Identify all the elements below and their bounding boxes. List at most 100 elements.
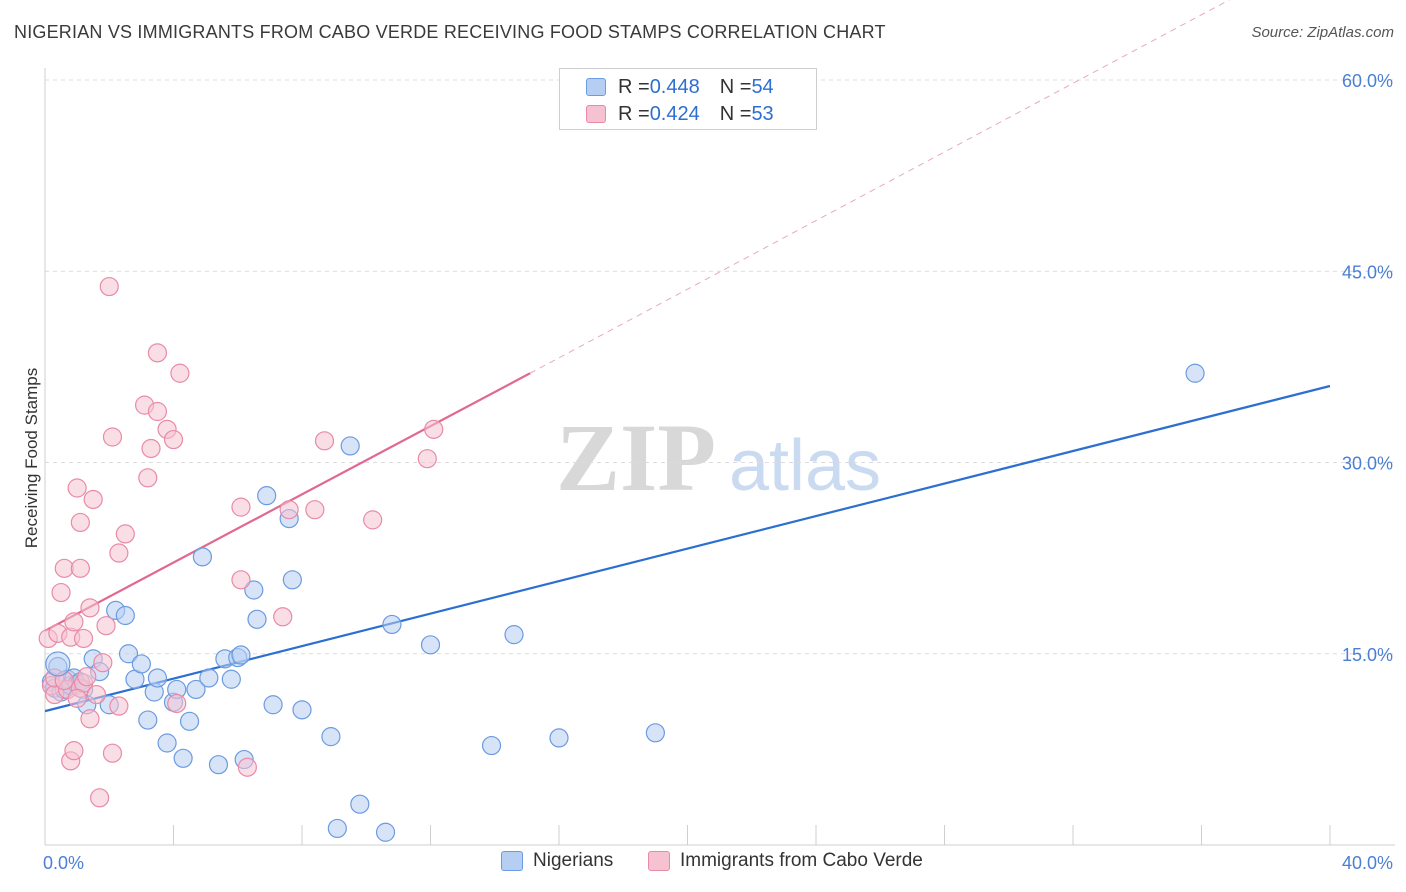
watermark-zip: ZIP [556,404,716,511]
point-series-1 [279,500,299,520]
y-tick-labels: 15.0% 30.0% 45.0% 60.0% [1342,71,1393,665]
point-series-0 [138,710,158,730]
x-tick-label-end: 40.0% [1342,853,1393,873]
point-series-1 [70,512,90,533]
series-legend-nigerians: Nigerians [501,850,613,872]
point-series-1 [90,788,110,808]
point-series-1 [314,431,335,451]
point-series-0 [263,695,283,715]
point-series-1 [96,616,116,636]
point-series-0 [247,609,267,629]
point-series-0 [221,669,241,689]
point-series-0 [186,679,206,700]
trendline-extension-1 [529,0,1231,374]
y-tick-label: 15.0% [1342,645,1393,665]
point-series-1 [64,741,84,761]
watermark-atlas: atlas [729,426,881,506]
point-series-1 [73,628,94,649]
x-tick-labels: 0.0% 40.0% [43,853,1393,873]
watermark: ZIP atlas [556,404,881,511]
series-legend: Nigerians Immigrants from Cabo Verde [0,850,1406,880]
legend-n-label: N = [719,102,752,125]
point-series-0 [118,644,139,664]
point-series-1 [237,757,257,777]
point-series-0 [1185,363,1205,383]
point-series-1 [273,607,293,627]
point-series-0 [257,486,277,506]
point-series-0 [282,570,302,590]
point-series-0 [504,625,524,645]
point-series-0 [420,635,441,655]
point-series-0 [192,547,213,567]
legend-r-label: R = [618,102,650,125]
point-series-0 [321,727,341,747]
point-series-1 [80,709,100,729]
point-series-1 [67,688,87,708]
point-series-1 [417,449,437,469]
point-series-0 [115,605,135,626]
series-swatch-nigerians [501,851,523,871]
point-series-0 [645,723,665,743]
point-series-1 [141,438,161,459]
point-series-1 [83,489,103,510]
point-series-0 [244,580,264,600]
series-swatch-cabo-verde [648,851,670,871]
point-series-1 [170,363,190,383]
point-series-0 [157,733,177,753]
point-series-1 [99,276,119,297]
point-series-1 [51,582,71,603]
legend-r-label: R = [618,75,650,98]
x-tick-label-start: 0.0% [43,853,84,873]
point-series-1 [305,500,325,520]
point-series-1 [80,598,100,618]
legend-r-value: 0.424 [649,102,700,125]
point-series-0 [327,818,347,839]
point-series-0 [375,822,396,842]
point-series-1 [138,468,158,488]
point-series-0 [549,728,569,748]
source-credit: Source: ZipAtlas.com [1251,24,1394,41]
point-series-1 [109,696,129,716]
point-series-1 [70,558,90,578]
point-series-1 [424,419,444,439]
axes [44,68,1395,846]
series-legend-cabo-verde: Immigrants from Cabo Verde [648,850,923,872]
point-series-0 [208,755,229,775]
point-series-1 [54,558,74,578]
point-series-1 [102,427,123,447]
point-series-1 [231,570,251,590]
point-series-1 [163,429,184,450]
legend-n-label: N = [719,75,752,98]
point-series-1 [363,510,383,530]
point-series-1 [147,343,168,363]
legend-row-nigerians: R = 0.448 N = 54 [586,74,774,100]
y-axis-label-wrap: Receiving Food Stamps [2,0,42,892]
series-name-cabo-verde: Immigrants from Cabo Verde [680,850,923,871]
point-series-0 [173,748,193,768]
legend-r-value: 0.448 [649,75,700,98]
chart-title: NIGERIAN VS IMMIGRANTS FROM CABO VERDE R… [14,22,886,42]
point-series-1 [77,667,97,687]
legend-swatch-cabo-verde [586,105,606,123]
point-series-0 [340,436,360,456]
point-series-0 [382,614,402,635]
point-series-0 [179,711,200,731]
point-series-1 [109,543,129,563]
point-series-0 [147,668,168,688]
series-name-nigerians: Nigerians [533,850,614,871]
point-series-1 [64,612,84,632]
y-axis-label: Receiving Food Stamps [22,367,41,549]
point-series-0 [199,668,219,688]
data-points [38,276,1205,842]
point-series-0 [481,735,502,756]
y-tick-label: 30.0% [1342,454,1393,474]
legend-n-value: 54 [751,75,774,98]
point-series-0 [45,651,71,677]
point-series-1 [86,684,107,705]
point-series-1 [147,401,168,422]
point-series-1 [67,478,87,498]
y-tick-label: 60.0% [1342,71,1393,91]
legend-n-value: 53 [751,102,774,125]
point-series-1 [115,524,135,544]
